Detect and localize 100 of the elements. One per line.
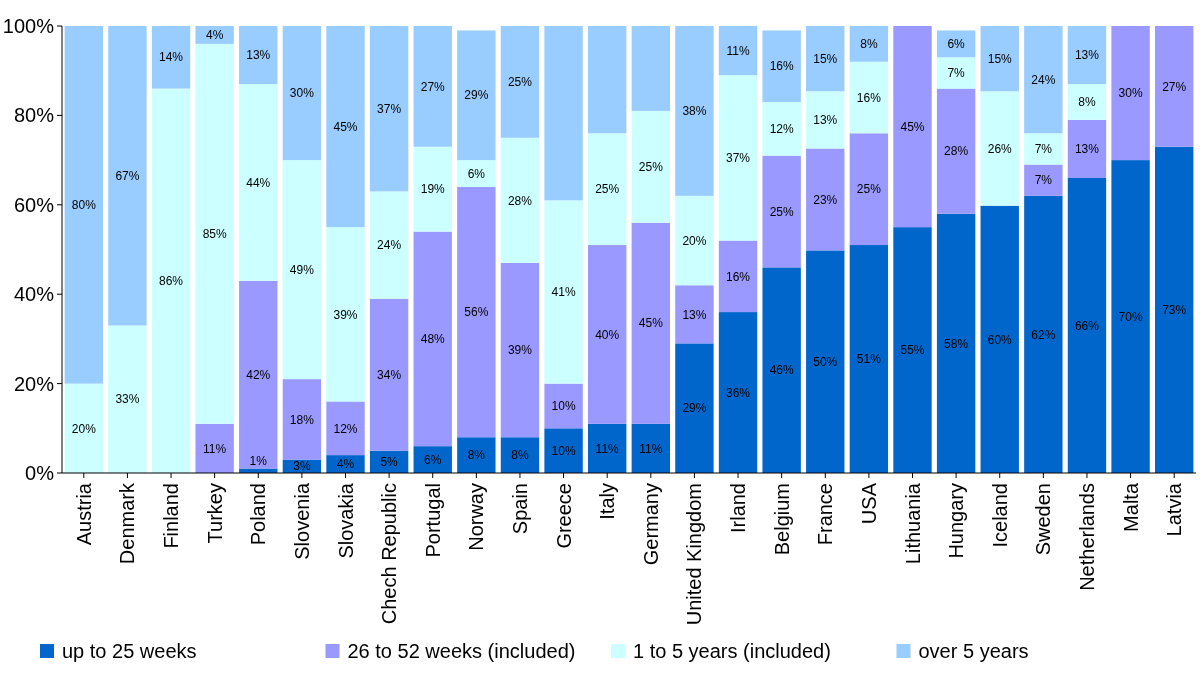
bar — [326, 26, 365, 228]
y-tick-label: 20% — [13, 372, 55, 395]
bar — [718, 240, 758, 313]
x-tick-label: Latvia — [1163, 482, 1186, 537]
data-label: 45% — [900, 119, 925, 134]
data-label: 50% — [813, 354, 838, 369]
data-label: 42% — [246, 367, 271, 382]
data-label: 12% — [333, 421, 358, 436]
bar — [762, 155, 801, 268]
data-label: 40% — [595, 327, 620, 342]
y-tick-label: 80% — [13, 104, 55, 127]
y-tick-label: 100% — [2, 15, 55, 37]
bar — [239, 84, 278, 281]
bar — [849, 61, 889, 134]
data-label: 56% — [464, 305, 489, 320]
data-label: 36% — [726, 385, 751, 400]
bar — [849, 245, 889, 473]
data-label: 44% — [246, 175, 271, 190]
x-tick-label: Germany — [639, 483, 662, 566]
bar — [893, 26, 932, 228]
bar — [980, 91, 1019, 206]
data-label: 16% — [769, 59, 794, 74]
bar — [1067, 177, 1107, 473]
data-label: 20% — [682, 233, 707, 248]
bar — [1024, 164, 1063, 196]
bar — [1155, 146, 1194, 473]
bar — [282, 379, 322, 460]
x-tick-label: Belgium — [770, 483, 793, 556]
data-label: 8% — [467, 448, 486, 463]
x-tick-label: USA — [857, 482, 880, 525]
data-label: 13% — [1074, 142, 1100, 157]
bar — [806, 148, 845, 251]
x-tick-label: Greece — [552, 483, 575, 549]
data-label: 11% — [726, 43, 750, 58]
bar — [762, 30, 801, 102]
data-label: 66% — [1074, 318, 1100, 333]
bar — [64, 26, 103, 384]
bar — [675, 343, 714, 473]
bar — [282, 26, 322, 161]
data-label: 70% — [1118, 309, 1143, 324]
bar — [544, 26, 583, 201]
data-label: 45% — [333, 119, 358, 134]
data-label: 15% — [813, 51, 838, 66]
bar — [588, 245, 627, 424]
data-label: 8% — [511, 448, 529, 463]
data-label: 27% — [420, 79, 446, 94]
bar — [544, 383, 583, 429]
x-tick-label: Denmark — [116, 482, 139, 565]
data-label: 80% — [71, 198, 97, 212]
bar — [64, 383, 103, 473]
bar — [588, 133, 627, 246]
bar — [1067, 26, 1107, 85]
data-label: 7% — [1034, 142, 1053, 157]
bar — [195, 423, 234, 473]
data-label: 8% — [1078, 95, 1096, 110]
x-tick-label: Hungary — [945, 483, 968, 559]
data-label: 25% — [507, 75, 533, 90]
bar — [936, 88, 976, 214]
x-tick-label: Finland — [160, 483, 183, 549]
data-label: 13% — [1074, 48, 1100, 63]
data-label: 13% — [246, 48, 271, 63]
bar — [588, 423, 627, 473]
data-label: 11% — [203, 441, 227, 456]
x-tick-label: Italy — [596, 483, 619, 520]
bar — [544, 428, 583, 473]
y-tick-label: 60% — [13, 193, 55, 216]
x-tick-label: Poland — [247, 483, 270, 546]
data-label: 33% — [115, 392, 140, 407]
data-label: 4% — [205, 28, 224, 43]
bar — [980, 205, 1019, 473]
data-label: 6% — [947, 37, 966, 52]
data-label: 23% — [813, 192, 838, 207]
x-tick-label: Lithuania — [901, 482, 924, 565]
bar — [457, 160, 496, 187]
x-tick-label: Turkey — [203, 483, 226, 544]
data-label: 85% — [202, 227, 227, 242]
data-label: 25% — [769, 204, 794, 219]
data-label: 11% — [595, 441, 620, 456]
x-tick-label: Slovakia — [334, 482, 357, 559]
data-label: 5% — [380, 455, 399, 470]
bar — [849, 133, 889, 246]
bar — [1155, 26, 1194, 147]
bar — [326, 227, 365, 402]
y-tick-label: 0% — [25, 462, 55, 484]
data-label: 62% — [1031, 327, 1056, 342]
bar — [108, 26, 147, 326]
legend-label: over 5 years — [918, 640, 1029, 662]
bar — [500, 262, 540, 438]
data-label: 29% — [682, 401, 707, 416]
bar — [936, 213, 976, 473]
data-label: 67% — [115, 168, 140, 183]
data-label: 24% — [1031, 72, 1056, 87]
x-tick-label: Malta — [1119, 482, 1142, 532]
legend-label: up to 25 weeks — [62, 640, 197, 662]
data-label: 11% — [639, 441, 663, 456]
bar — [195, 43, 234, 424]
data-label: 15% — [987, 51, 1013, 66]
bar — [457, 437, 496, 473]
data-label: 10% — [551, 399, 576, 414]
x-tick-label: Irland — [727, 483, 750, 534]
